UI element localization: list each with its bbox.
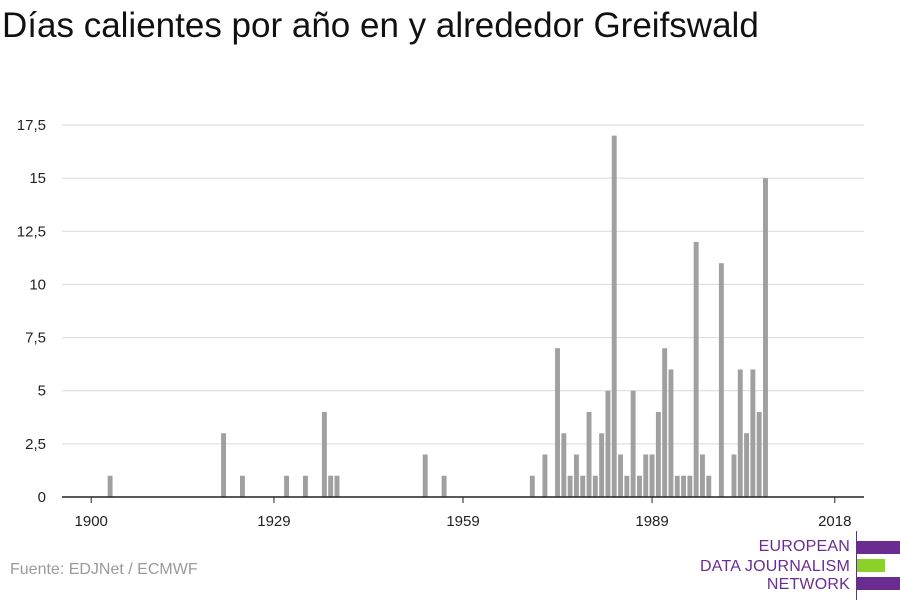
bar-1995	[687, 475, 693, 497]
bar-1998	[706, 475, 712, 497]
y-tick-label: 17,5	[17, 117, 46, 134]
bar-1984	[618, 454, 623, 497]
x-tick-label: 1929	[257, 513, 290, 530]
bar-1924	[239, 475, 245, 497]
bar-1975	[561, 433, 567, 497]
bar-2006	[756, 411, 762, 497]
logo-rule	[856, 531, 857, 600]
logo-bar-purple-top	[857, 541, 900, 554]
y-axis-ticks: 0 2,5 5 7,5 10 12,5 15 17,5	[17, 117, 46, 506]
x-axis-ticks: 1900 1929 1959 1989 2018	[75, 497, 851, 530]
y-tick-label: 10	[29, 276, 46, 293]
bar-1953	[422, 454, 428, 497]
logo-line-3: NETWORK	[766, 576, 850, 593]
bar-1985	[624, 475, 630, 497]
bar-1986	[630, 390, 636, 497]
bar-1981	[599, 433, 605, 497]
bar-1972	[542, 454, 548, 497]
bar-2002	[731, 454, 737, 497]
bar-1991	[662, 348, 668, 497]
bar-2007	[763, 178, 768, 497]
source-note: Fuente: EDJNet / ECMWF	[10, 561, 198, 578]
y-tick-label: 5	[38, 383, 46, 400]
bar-1996	[693, 241, 699, 497]
logo-bar-purple-bottom	[857, 577, 900, 590]
x-tick-label: 1989	[635, 513, 668, 530]
bar-1992	[668, 369, 674, 497]
bar-2005	[750, 369, 756, 497]
x-tick-label: 1900	[75, 513, 108, 530]
bar-1931	[284, 475, 290, 497]
bar-1982	[605, 390, 611, 497]
grid-lines	[62, 124, 864, 445]
chart-title: Días calientes por año en y alrededor Gr…	[2, 6, 759, 45]
y-tick-label: 2,5	[25, 436, 46, 453]
logo-bar-green	[857, 559, 885, 572]
bar-1977	[573, 454, 579, 497]
bar-1976	[567, 475, 573, 497]
bar-1974	[555, 348, 560, 497]
bar-2000	[718, 263, 724, 497]
x-tick-label: 1959	[446, 513, 479, 530]
bar-1988	[643, 454, 649, 497]
y-tick-label: 0	[38, 489, 46, 506]
y-tick-label: 12,5	[17, 223, 46, 240]
bar-2004	[744, 433, 750, 497]
bar-1983	[611, 135, 617, 497]
bar-1921	[221, 433, 226, 497]
bar-1987	[636, 475, 642, 497]
bar-1956	[441, 475, 447, 497]
bar-1993	[674, 475, 680, 497]
logo-line-1: EUROPEAN	[758, 538, 850, 555]
bar-1989	[649, 454, 655, 497]
bar-1994	[681, 475, 687, 497]
bars	[107, 135, 768, 497]
bar-1997	[700, 454, 705, 497]
bar-1939	[334, 475, 340, 497]
bar-1970	[529, 475, 535, 497]
bar-1903	[107, 475, 113, 497]
bar-1979	[586, 411, 592, 497]
y-tick-label: 15	[29, 170, 46, 187]
y-tick-label: 7,5	[25, 330, 46, 347]
bar-1934	[303, 475, 308, 497]
bar-1990	[655, 411, 661, 497]
x-tick-label: 2018	[818, 513, 851, 530]
logo-line-2: DATA JOURNALISM	[700, 558, 850, 575]
edjnet-logo: EUROPEAN DATA JOURNALISM NETWORK	[700, 531, 900, 600]
bar-1978	[580, 475, 586, 497]
bar-1980	[592, 475, 598, 497]
bar-1938	[328, 475, 334, 497]
bar-2003	[737, 369, 743, 497]
bar-1937	[321, 411, 327, 497]
